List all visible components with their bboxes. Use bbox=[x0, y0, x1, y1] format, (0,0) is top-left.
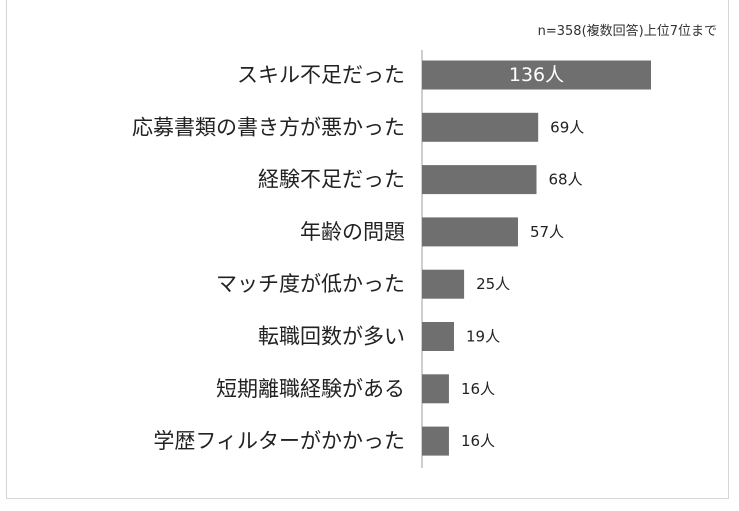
value-label: 136人 bbox=[509, 64, 564, 86]
bar bbox=[422, 112, 539, 142]
bar bbox=[422, 60, 651, 90]
bar bbox=[422, 374, 449, 404]
category-label: 学歴フィルターがかかった bbox=[153, 429, 405, 453]
chart-frame bbox=[6, 0, 729, 499]
bar bbox=[422, 269, 465, 299]
category-label: スキル不足だった bbox=[237, 63, 405, 87]
value-label: 69人 bbox=[550, 118, 584, 136]
category-label: 転職回数が多い bbox=[258, 325, 405, 349]
value-label: 25人 bbox=[476, 275, 510, 293]
bar bbox=[422, 322, 454, 351]
value-label: 57人 bbox=[530, 223, 564, 241]
category-label: 短期離職経験がある bbox=[216, 377, 405, 401]
category-label: 年齢の問題 bbox=[300, 220, 405, 244]
bar bbox=[422, 165, 537, 195]
value-label: 16人 bbox=[461, 432, 495, 450]
category-label: 応募書類の書き方が悪かった bbox=[132, 115, 405, 139]
value-label: 68人 bbox=[549, 171, 583, 189]
value-label: 16人 bbox=[461, 380, 495, 398]
bar bbox=[422, 217, 518, 247]
category-label: 経験不足だった bbox=[258, 168, 405, 192]
value-label: 19人 bbox=[466, 328, 500, 346]
sample-size-note: n=358(複数回答)上位7位まで bbox=[537, 24, 717, 39]
category-label: マッチ度が低かった bbox=[216, 272, 405, 296]
bar bbox=[422, 426, 449, 456]
